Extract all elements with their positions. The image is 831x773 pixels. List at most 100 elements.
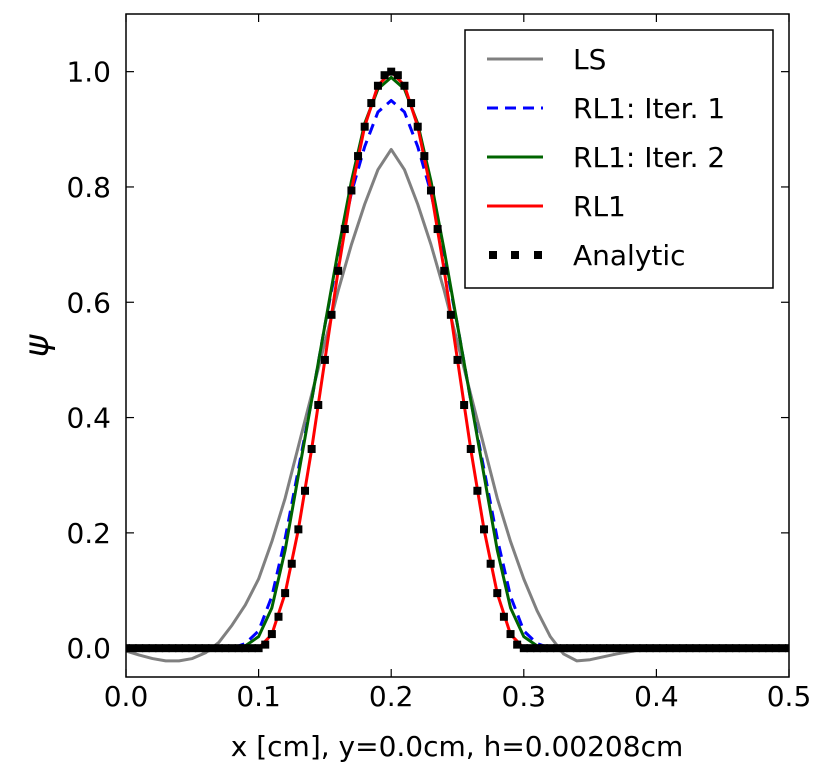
analytic-point — [533, 644, 542, 653]
y-tick-label: 0.6 — [66, 286, 111, 319]
analytic-point — [546, 644, 555, 653]
analytic-point — [380, 71, 389, 80]
analytic-point — [301, 486, 310, 495]
legend: LS RL1: Iter. 1 RL1: Iter. 2 RL1 Analytic — [464, 29, 774, 289]
legend-label-ls: LS — [573, 43, 606, 76]
analytic-point — [659, 644, 668, 653]
analytic-point — [599, 644, 608, 653]
analytic-point — [307, 444, 316, 453]
legend-box — [464, 29, 774, 289]
legend-marker — [534, 251, 542, 259]
series-analytic — [126, 67, 789, 653]
analytic-point — [625, 644, 634, 653]
legend-label-analytic: Analytic — [573, 239, 686, 272]
analytic-point — [426, 186, 435, 195]
series-line-rl1-iter-1 — [126, 98, 789, 650]
analytic-point — [148, 644, 157, 653]
analytic-point — [645, 644, 654, 653]
analytic-point — [758, 644, 767, 653]
analytic-point — [579, 644, 588, 653]
analytic-point — [274, 612, 283, 621]
plot-frame — [125, 13, 790, 678]
analytic-point — [214, 644, 223, 653]
analytic-point — [566, 644, 575, 653]
analytic-point — [433, 225, 442, 234]
analytic-point — [340, 225, 349, 234]
series-line-ls — [126, 147, 789, 663]
y-axis-label: ψ — [17, 334, 57, 357]
analytic-point — [294, 525, 303, 534]
analytic-point — [665, 644, 674, 653]
analytic-point — [453, 355, 462, 364]
analytic-point — [440, 266, 449, 275]
analytic-point — [486, 559, 495, 568]
analytic-point — [141, 644, 150, 653]
analytic-point — [221, 644, 230, 653]
analytic-point — [407, 99, 416, 108]
analytic-point — [751, 644, 760, 653]
analytic-point — [506, 630, 515, 639]
analytic-point — [765, 644, 774, 653]
analytic-point — [480, 525, 489, 534]
analytic-point — [513, 640, 522, 649]
analytic-point — [632, 644, 641, 653]
analytic-point — [314, 401, 323, 410]
analytic-point — [731, 644, 740, 653]
y-tick-label: 0.0 — [66, 632, 111, 665]
analytic-point — [539, 644, 548, 653]
analytic-point — [287, 559, 296, 568]
analytic-point — [639, 644, 648, 653]
analytic-point — [698, 644, 707, 653]
analytic-point — [261, 640, 270, 649]
analytic-point — [586, 644, 595, 653]
analytic-point — [592, 644, 601, 653]
analytic-point — [745, 644, 754, 653]
analytic-point — [572, 644, 581, 653]
analytic-point — [460, 401, 469, 410]
x-tick-label: 0.5 — [767, 680, 812, 713]
x-tick-label: 0.0 — [104, 680, 149, 713]
analytic-point — [228, 644, 237, 653]
analytic-point — [499, 612, 508, 621]
analytic-point — [692, 644, 701, 653]
analytic-point — [473, 486, 482, 495]
analytic-point — [619, 644, 628, 653]
y-tick-label: 0.4 — [66, 402, 111, 435]
analytic-point — [194, 644, 203, 653]
legend-marker — [489, 251, 497, 259]
analytic-point — [208, 644, 217, 653]
analytic-point — [493, 589, 502, 598]
analytic-point — [254, 644, 263, 653]
analytic-point — [367, 99, 376, 108]
analytic-point — [320, 355, 329, 364]
analytic-point — [155, 644, 164, 653]
analytic-point — [393, 71, 402, 80]
analytic-point — [705, 644, 714, 653]
analytic-point — [135, 644, 144, 653]
analytic-point — [181, 644, 190, 653]
y-tick-label: 0.8 — [66, 171, 111, 204]
analytic-point — [718, 644, 727, 653]
analytic-point — [241, 644, 250, 653]
y-tick-label: 1.0 — [66, 56, 111, 89]
x-tick-label: 0.3 — [502, 680, 547, 713]
analytic-point — [652, 644, 661, 653]
analytic-point — [420, 152, 429, 161]
analytic-point — [327, 310, 336, 319]
legend-label-rl1-iter-2: RL1: Iter. 2 — [573, 141, 725, 174]
legend-marker — [511, 251, 519, 259]
analytic-point — [738, 644, 747, 653]
analytic-point — [672, 644, 681, 653]
analytic-point — [354, 152, 363, 161]
analytic-point — [175, 644, 184, 653]
legend-label-rl1: RL1 — [573, 190, 626, 223]
analytic-point — [466, 444, 475, 453]
analytic-point — [519, 644, 528, 653]
analytic-point — [188, 644, 197, 653]
analytic-point — [725, 644, 734, 653]
legend-label-rl1-iter-1: RL1: Iter. 1 — [573, 92, 725, 125]
x-tick-label: 0.2 — [369, 680, 414, 713]
ticks-layer: 0.0 0.1 0.2 0.3 0.4 0.5 0.0 0.2 0.4 0.6 0.8 1.0 — [66, 14, 811, 713]
x-tick-label: 0.4 — [634, 680, 679, 713]
